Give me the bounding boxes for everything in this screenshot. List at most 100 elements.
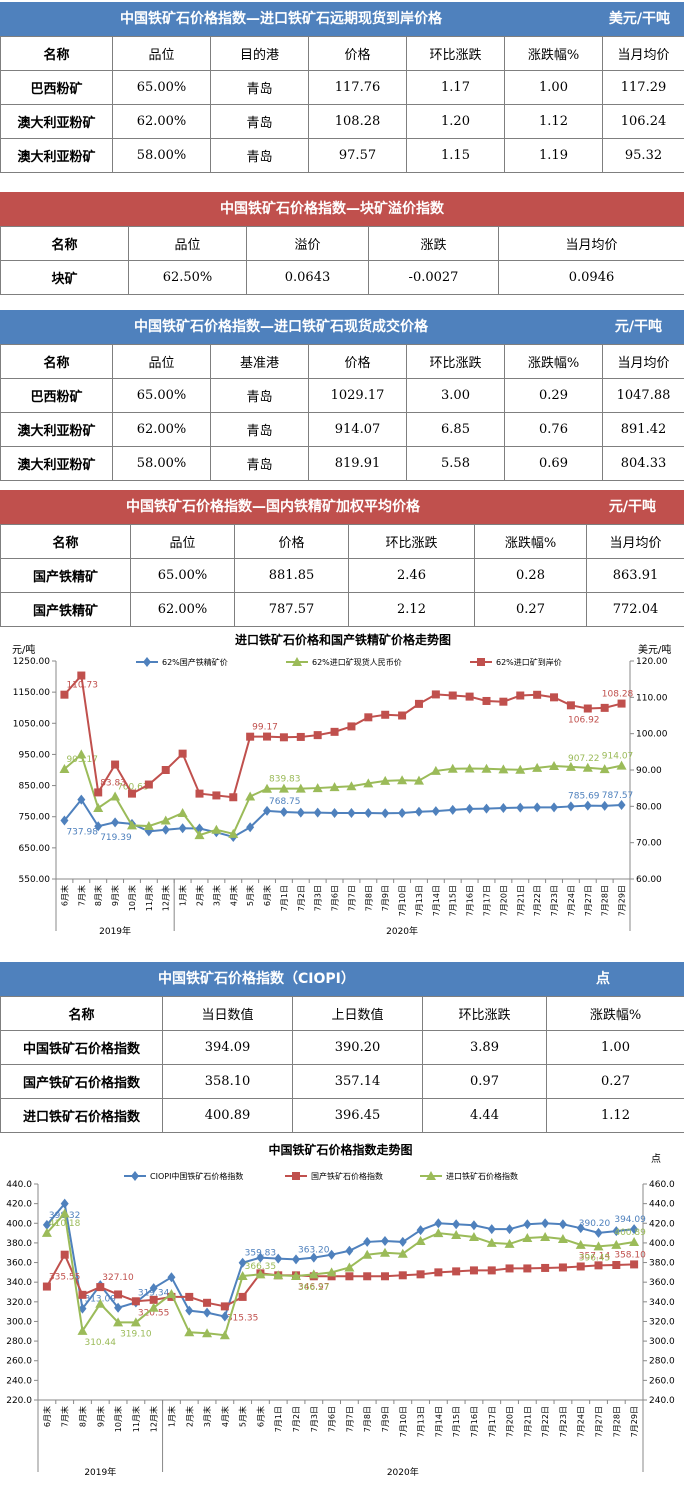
x-tick-label: 7月2日 xyxy=(292,1406,301,1432)
x-tick-label: 1月末 xyxy=(166,1406,176,1427)
table-row: 国产铁精矿 62.00% 787.57 2.12 0.27 772.04 xyxy=(1,593,684,627)
data-label: 327.10 xyxy=(102,1273,134,1283)
column-header: 涨跌幅% xyxy=(505,37,603,71)
x-tick-label: 9月末 xyxy=(110,885,120,906)
table-title: 中国铁矿石价格指数（CIOPI） xyxy=(158,962,355,996)
data-point xyxy=(345,1272,353,1280)
column-header: 名称 xyxy=(1,37,113,71)
table-cell: 0.97 xyxy=(423,1065,547,1099)
data-point xyxy=(363,1237,371,1247)
column-header: 当月均价 xyxy=(603,37,684,71)
table-cell: 1.19 xyxy=(505,139,603,173)
x-tick-label: 6月末 xyxy=(262,885,272,906)
data-point xyxy=(470,1266,478,1274)
right-tick-label: 70.00 xyxy=(636,839,662,849)
data-label: 394.09 xyxy=(614,1215,646,1225)
table-cell: 国产铁精矿 xyxy=(1,593,131,627)
ciopi-index-table: 中国铁矿石价格指数（CIOPI） 点 名称 当日数值 上日数值 环比涨跌 涨跌幅… xyxy=(0,962,684,1133)
x-tick-label: 8月末 xyxy=(77,1406,87,1427)
data-point xyxy=(523,1219,531,1229)
legend-marker xyxy=(131,1171,139,1181)
data-label: 366.35 xyxy=(245,1262,277,1272)
x-tick-label: 7月16日 xyxy=(466,885,475,916)
table-title: 中国铁矿石价格指数—块矿溢价指数 xyxy=(220,192,444,226)
table-cell: 390.20 xyxy=(293,1031,423,1065)
data-point xyxy=(595,1228,603,1238)
table-cell: 青岛 xyxy=(211,139,309,173)
data-point xyxy=(506,1264,514,1272)
column-header: 上日数值 xyxy=(293,997,423,1031)
data-point xyxy=(314,731,322,739)
data-label: 108.28 xyxy=(602,690,634,700)
data-point xyxy=(111,817,119,827)
x-tick-label: 7月24日 xyxy=(567,885,576,916)
data-point xyxy=(185,1293,193,1301)
table-cell: 0.0946 xyxy=(499,261,684,295)
column-header: 涨跌幅% xyxy=(547,997,684,1031)
table-cell: 1029.17 xyxy=(309,379,407,413)
x-tick-label: 7月7日 xyxy=(347,885,356,911)
data-point xyxy=(559,1263,567,1271)
table-cell: 108.28 xyxy=(309,105,407,139)
left-tick-label: 550.00 xyxy=(19,875,51,885)
table-cell: 中国铁矿石价格指数 xyxy=(1,1031,163,1065)
forward-cif-price-table: 中国铁矿石价格指数—进口铁矿石远期现货到岸价格 美元/干吨 名称 品位 目的港 … xyxy=(0,2,684,173)
data-point xyxy=(432,690,440,698)
right-tick-label: 80.00 xyxy=(636,802,662,812)
x-tick-label: 7月22日 xyxy=(541,1406,550,1437)
data-point xyxy=(132,1297,140,1305)
right-tick-label: 380.0 xyxy=(649,1259,675,1269)
left-tick-label: 850.00 xyxy=(19,782,51,792)
x-tick-label: 5月末 xyxy=(238,1406,248,1427)
data-table: 名称 品位 基准港 价格 环比涨跌 涨跌幅% 当月均价 巴西粉矿 65.00% … xyxy=(0,344,684,481)
data-point xyxy=(523,1264,531,1272)
right-tick-label: 360.0 xyxy=(649,1278,675,1288)
right-tick-label: 340.0 xyxy=(649,1298,675,1308)
x-tick-label: 7月13日 xyxy=(415,885,424,916)
data-point xyxy=(179,750,187,758)
data-point xyxy=(449,692,457,700)
right-tick-label: 100.00 xyxy=(636,730,668,740)
table-cell: 106.24 xyxy=(603,105,684,139)
table-cell: 1.17 xyxy=(407,71,505,105)
left-tick-label: 440.0 xyxy=(6,1180,32,1190)
table-row: 澳大利亚粉矿 58.00% 青岛 97.57 1.15 1.19 95.32 xyxy=(1,139,684,173)
left-tick-label: 340.0 xyxy=(6,1278,32,1288)
right-tick-label: 90.00 xyxy=(636,766,662,776)
table-cell: 澳大利亚粉矿 xyxy=(1,139,113,173)
data-point xyxy=(110,791,120,800)
x-tick-label: 7月6日 xyxy=(328,1406,337,1432)
data-point xyxy=(178,808,188,817)
x-tick-label: 7月22日 xyxy=(533,885,542,916)
left-tick-label: 650.00 xyxy=(19,844,51,854)
spot-transaction-price-table: 中国铁矿石价格指数—进口铁矿石现货成交价格 元/干吨 名称 品位 基准港 价格 … xyxy=(0,310,684,481)
column-header: 价格 xyxy=(309,345,407,379)
x-tick-label: 7月6日 xyxy=(331,885,340,911)
table-cell: 4.44 xyxy=(423,1099,547,1133)
x-tick-label: 7月10日 xyxy=(399,1406,408,1437)
left-tick-label: 1050.00 xyxy=(13,719,50,729)
table-cell: 62.50% xyxy=(129,261,247,295)
x-tick-label: 7月10日 xyxy=(398,885,407,916)
data-table: 名称 品位 溢价 涨跌 当月均价 块矿 62.50% 0.0643 -0.002… xyxy=(0,226,684,295)
right-tick-label: 120.00 xyxy=(636,657,668,667)
table-cell: 澳大利亚粉矿 xyxy=(1,413,113,447)
table-unit: 元/干吨 xyxy=(609,490,656,524)
right-axis-unit: 美元/吨 xyxy=(638,643,671,656)
table-row: 进口铁矿石价格指数 400.89 396.45 4.44 1.12 xyxy=(1,1099,684,1133)
x-tick-label: 7月27日 xyxy=(595,1406,604,1437)
column-header: 名称 xyxy=(1,227,129,261)
table-cell: 117.76 xyxy=(309,71,407,105)
data-point xyxy=(432,806,440,816)
data-point xyxy=(263,733,271,741)
data-point xyxy=(297,808,305,818)
year-label: 2020年 xyxy=(387,1466,419,1478)
data-point xyxy=(541,1218,549,1228)
data-point xyxy=(381,1236,389,1246)
table-cell: 0.0643 xyxy=(247,261,369,295)
data-label: 366.27 xyxy=(298,1283,330,1293)
x-tick-label: 7月14日 xyxy=(432,885,441,916)
table-cell: 891.42 xyxy=(603,413,684,447)
table-row: 巴西粉矿 65.00% 青岛 117.76 1.17 1.00 117.29 xyxy=(1,71,684,105)
